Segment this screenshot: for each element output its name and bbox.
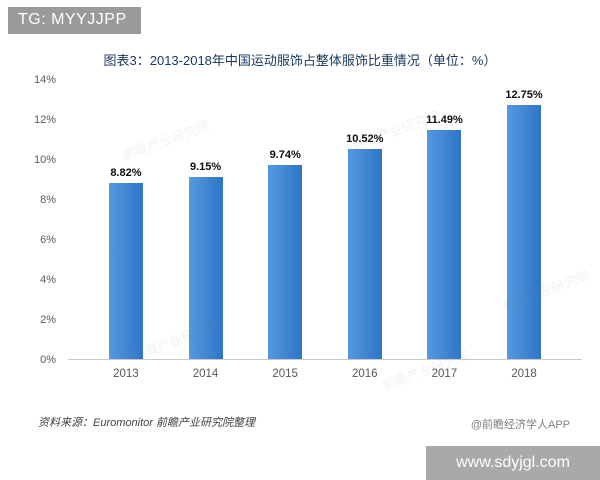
plot-area: 8.82% 9.15% 9.74% 10.52% 11.49% 12.75% [68,80,582,360]
y-axis-tick: 8% [40,194,56,206]
bar-value-label: 10.52% [346,133,384,146]
x-axis: 2013 2014 2015 2016 2017 2018 [68,362,582,382]
bar-value-label: 9.74% [269,148,301,161]
y-axis-tick: 14% [33,74,56,86]
website-watermark-box: www.sdyjgl.com [426,446,600,480]
bar-value-label: 9.15% [189,160,222,173]
x-axis-tick: 2013 [113,368,139,380]
bars: 8.82% 9.15% 9.74% 10.52% 11.49% 12.75% [68,80,582,359]
tg-watermark-label: TG: MYYJJPP [18,11,127,28]
x-axis-tick: 2018 [511,368,537,380]
bar-chart: 0% 2% 4% 6% 8% 10% 12% 14% 8.82% 9.15% 9.74% 10.52… [22,74,584,382]
bar-value-label: 8.82% [110,167,142,180]
y-axis-tick: 6% [40,234,56,246]
y-axis-tick: 12% [33,114,56,126]
bar [507,104,542,359]
x-axis-tick: 2016 [351,368,378,380]
website-watermark-label: www.sdyjgl.com [456,454,570,471]
credit-note: @前瞻经济学人APP [470,419,570,431]
bar-value-label: 12.75% [505,88,543,101]
chart-title: 图表3：2013-2018年中国运动服饰占整体服饰比重情况（单位：%） [103,53,497,68]
bar-value-label: 11.49% [426,114,463,127]
y-axis: 0% 2% 4% 6% 8% 10% 12% 14% [22,74,62,366]
tg-watermark-box: TG: MYYJJPP [8,7,141,34]
x-axis-tick: 2014 [192,368,219,380]
bar [108,183,143,359]
x-axis-tick: 2017 [431,368,458,380]
bar-group: 9.74% [247,80,323,359]
bar-group: 11.49% [407,80,483,359]
y-axis-tick: 0% [40,354,56,366]
bar [268,164,303,359]
bar-group: 8.82% [88,80,164,359]
bar-group: 12.75% [486,80,562,359]
bar [188,176,223,359]
y-axis-tick: 4% [40,274,56,286]
bar-group: 9.15% [168,80,244,359]
bar-group: 10.52% [327,80,403,359]
data-source-note: 资料来源：Euromonitor 前瞻产业研究院整理 [38,417,255,429]
y-axis-tick: 2% [40,314,56,326]
y-axis-tick: 10% [33,154,56,166]
bar [427,130,462,359]
x-axis-tick: 2015 [272,368,298,380]
bar [347,149,382,359]
